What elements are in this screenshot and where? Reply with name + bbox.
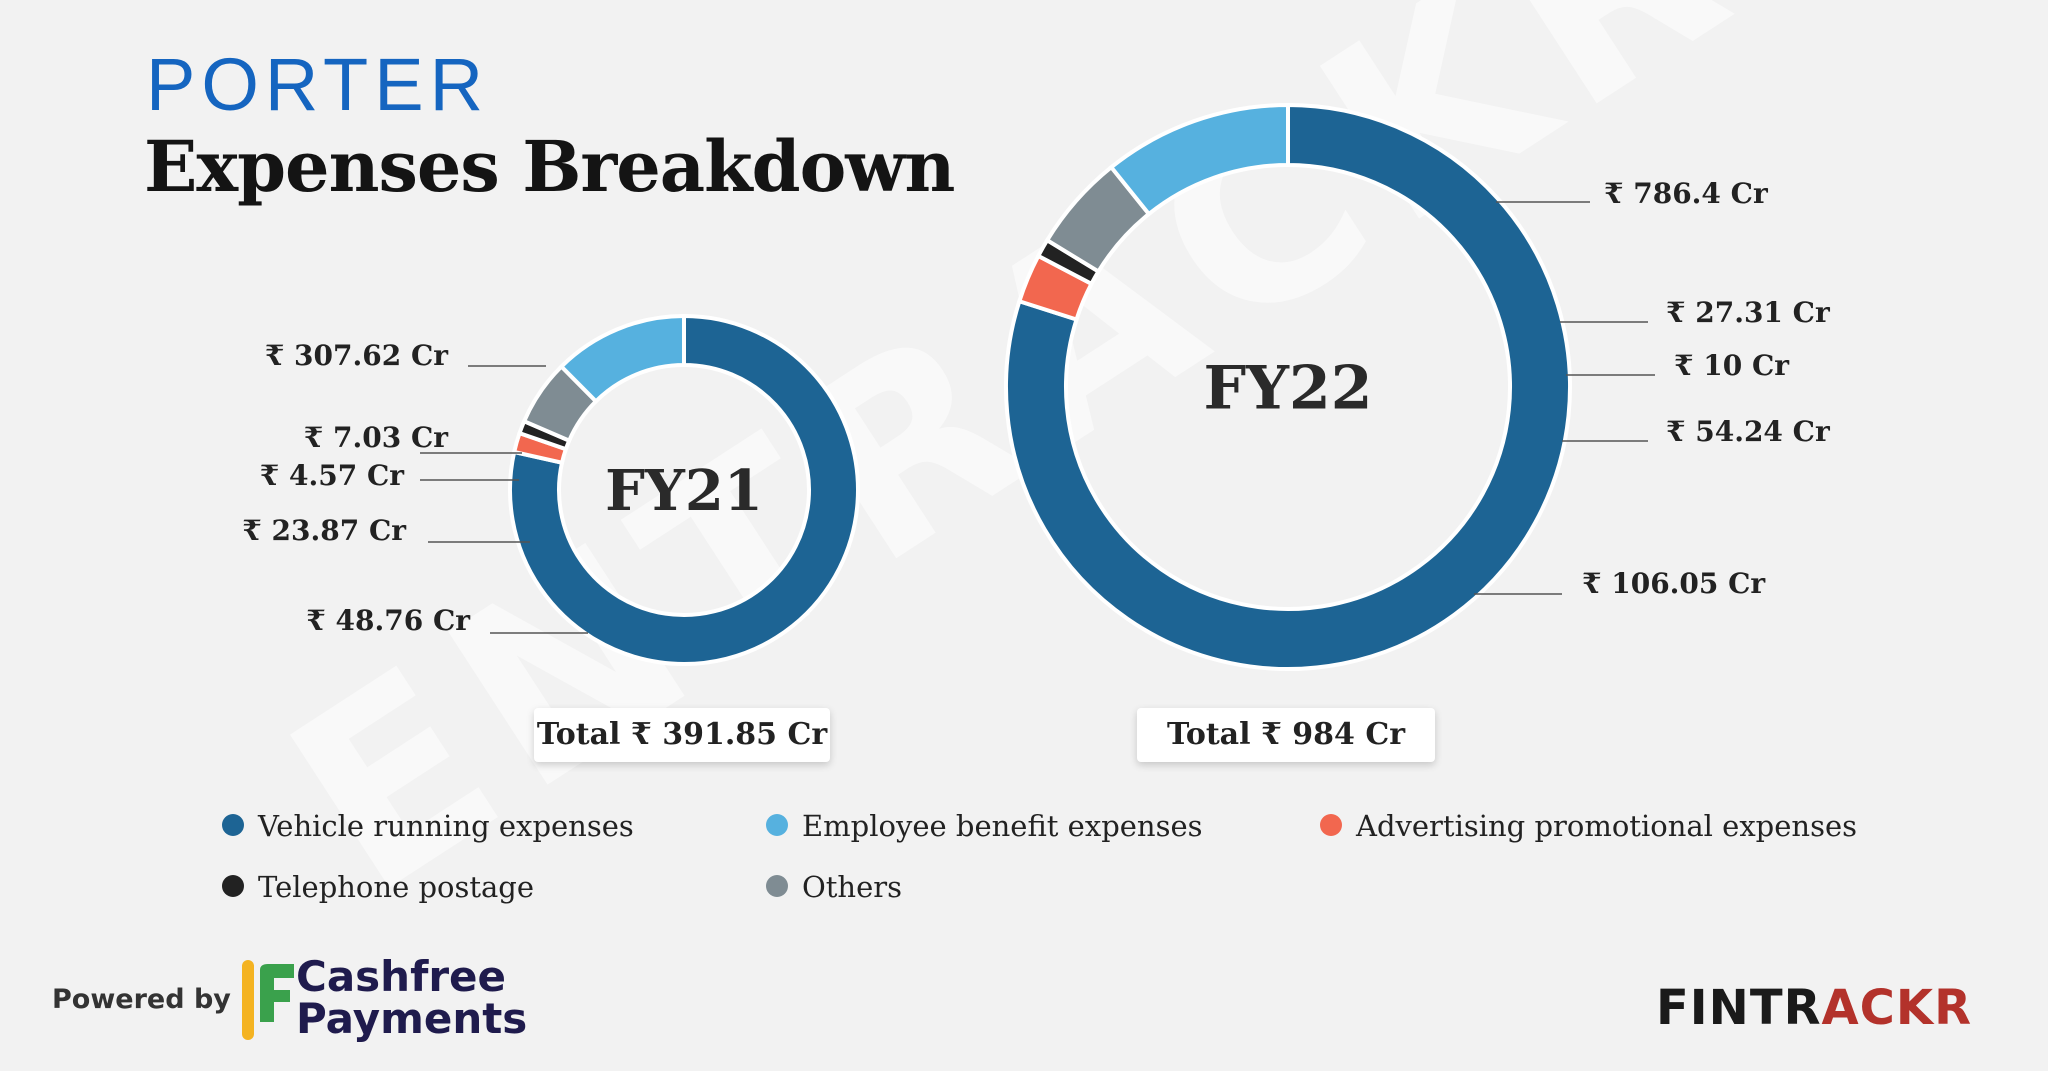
data-label: ₹ 4.57 Cr: [260, 459, 405, 492]
legend-item-employee: Employee benefit expenses: [766, 806, 1203, 846]
legend-item-advertising: Advertising promotional expenses: [1320, 806, 1857, 846]
legend-label: Others: [802, 870, 903, 904]
fintrackr-red: ACKR: [1821, 980, 1973, 1036]
legend-item-telephone: Telephone postage: [222, 867, 534, 907]
data-label: ₹ 10 Cr: [1674, 349, 1790, 382]
donut-slice-employee: [558, 313, 686, 405]
data-label: ₹ 54.24 Cr: [1666, 415, 1831, 448]
legend-label: Employee benefit expenses: [802, 809, 1203, 843]
donut-fy22: ₹ 786.4 Cr ₹ 27.31 Cr ₹ 10 Cr ₹ 54.24 Cr ₹ 1…: [1004, 102, 1831, 671]
data-label: ₹ 23.87 Cr: [242, 514, 407, 547]
legend-item-vehicle: Vehicle running expenses: [222, 806, 634, 846]
cashfree-logo-text: Cashfree Payments: [296, 956, 527, 1040]
donut-fy21: ₹ 307.62 Cr ₹ 7.03 Cr ₹ 4.57 Cr ₹ 23.87 Cr ₹…: [242, 313, 860, 666]
legend-dot-others: [766, 875, 788, 897]
legend-dot-advertising: [1320, 814, 1342, 836]
legend-dot-telephone: [222, 875, 244, 897]
legend-label: Vehicle running expenses: [258, 809, 634, 843]
data-label: ₹ 48.76 Cr: [306, 604, 471, 637]
chart-title: FY22: [1204, 354, 1373, 424]
data-label: ₹ 27.31 Cr: [1666, 296, 1831, 329]
fy22-total: Total ₹ 984 Cr: [1137, 708, 1435, 762]
fintrackr-logo: FINTRACKR: [1656, 984, 1972, 1032]
porter-logo: PORTER: [146, 48, 489, 122]
page-title: Expenses Breakdown: [144, 125, 955, 208]
legend-item-others: Others: [766, 867, 902, 907]
donut-slice-vehicle: [1004, 102, 1572, 671]
cashfree-line2: Payments: [296, 994, 528, 1043]
powered-by-label: Powered by: [52, 984, 231, 1015]
chart-title: FY21: [605, 458, 763, 524]
data-label: ₹ 307.62 Cr: [265, 339, 449, 372]
legend-dot-vehicle: [222, 814, 244, 836]
cashfree-logo-icon: [242, 960, 294, 1040]
porter-pin-icon: [200, 0, 256, 56]
data-label: ₹ 106.05 Cr: [1582, 567, 1766, 600]
cashfree-line1: Cashfree: [296, 952, 507, 1001]
data-label: ₹ 786.4 Cr: [1604, 177, 1769, 210]
porter-logo-text: PORTER: [146, 43, 490, 126]
donut-slice-vehicle: [508, 313, 860, 666]
legend-label: Advertising promotional expenses: [1356, 809, 1858, 843]
legend-label: Telephone postage: [258, 870, 535, 904]
data-label: ₹ 7.03 Cr: [304, 421, 449, 454]
fy21-total: Total ₹ 391.85 Cr: [534, 708, 830, 762]
legend-dot-employee: [766, 814, 788, 836]
donut-slice-employee: [1108, 102, 1290, 217]
fintrackr-dark: FINTR: [1656, 980, 1822, 1036]
